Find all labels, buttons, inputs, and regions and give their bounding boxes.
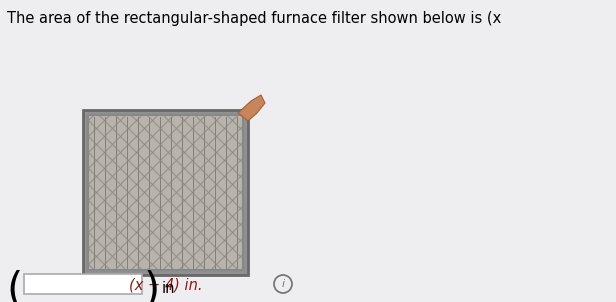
Bar bbox=[88, 115, 243, 270]
Text: ): ) bbox=[144, 270, 160, 302]
Polygon shape bbox=[238, 95, 265, 121]
Text: (: ( bbox=[6, 270, 22, 302]
Bar bbox=[24, 274, 142, 294]
Text: (x + 4) in.: (x + 4) in. bbox=[129, 278, 202, 293]
Bar bbox=[88, 115, 243, 270]
Text: The area of the rectangular-shaped furnace filter shown below is (x: The area of the rectangular-shaped furna… bbox=[7, 11, 501, 26]
Bar bbox=[83, 110, 248, 275]
Text: in: in bbox=[162, 281, 176, 296]
Text: i: i bbox=[282, 279, 285, 289]
Bar bbox=[88, 115, 243, 270]
Bar bbox=[83, 110, 248, 275]
